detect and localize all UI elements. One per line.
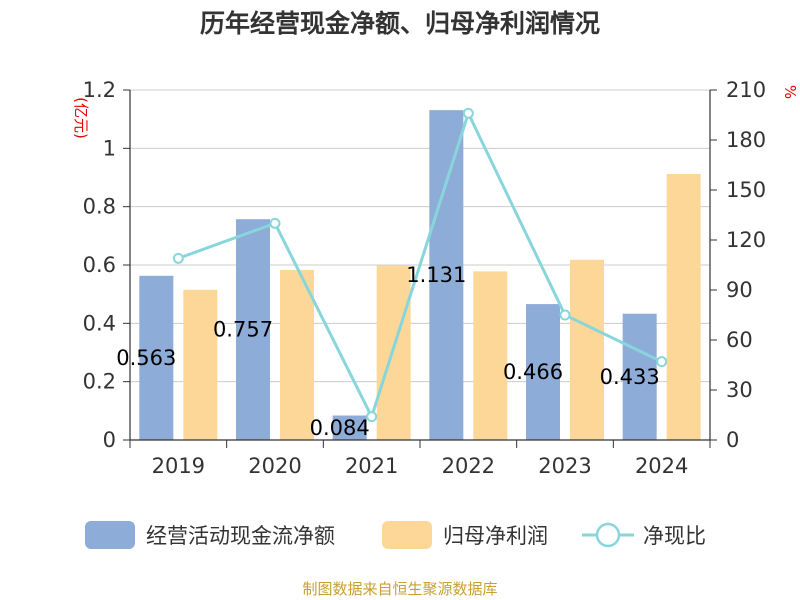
cash-flow-bar bbox=[429, 110, 464, 440]
right-axis-tick-label: 90 bbox=[726, 278, 753, 302]
right-axis-tick-label: 0 bbox=[726, 428, 739, 452]
ratio-point bbox=[366, 411, 378, 423]
ratio-point bbox=[269, 217, 281, 229]
ratio-point bbox=[656, 356, 668, 368]
x-axis-tick-label: 2019 bbox=[152, 454, 205, 478]
cash-flow-bar bbox=[526, 304, 560, 440]
legend-swatch-cash-flow bbox=[85, 521, 135, 549]
left-axis-unit: (亿元) bbox=[72, 97, 90, 139]
x-axis-tick-label: 2022 bbox=[442, 454, 495, 478]
ratio-point bbox=[172, 252, 184, 264]
left-axis-tick-label: 0.2 bbox=[83, 370, 116, 394]
legend-swatch-ratio-marker bbox=[595, 522, 621, 548]
right-axis-tick-label: 120 bbox=[726, 228, 766, 252]
ratio-line bbox=[172, 107, 668, 423]
cash-flow-bar bbox=[139, 275, 174, 440]
axes: 0 0.2 0.4 0.6 0.8 1 1.2 0 30 60 90 120 150 180 210 2019… bbox=[83, 78, 767, 478]
cash-flow-bar bbox=[236, 219, 270, 440]
legend: 经营活动现金流净额 归母净利润 净现比 bbox=[85, 521, 706, 549]
x-axis-tick-label: 2024 bbox=[635, 454, 688, 478]
x-axis-tick-label: 2023 bbox=[538, 454, 591, 478]
legend-swatch-net-profit bbox=[382, 521, 432, 549]
cash-flow-bar bbox=[332, 415, 367, 440]
right-axis-tick-label: 30 bbox=[726, 378, 753, 402]
left-axis-tick-label: 0.4 bbox=[83, 311, 116, 335]
net-profit-bar bbox=[183, 289, 218, 440]
x-axis-tick-label: 2021 bbox=[345, 454, 398, 478]
right-axis-tick-label: 60 bbox=[726, 328, 753, 352]
cash-flow-value-label: 0.563 bbox=[116, 346, 176, 370]
bars bbox=[139, 110, 701, 440]
cash-flow-value-label: 1.131 bbox=[406, 263, 466, 287]
right-axis-tick-label: 210 bbox=[726, 78, 766, 102]
cash-flow-value-label: 0.466 bbox=[503, 360, 563, 384]
source-note: 制图数据来自恒生聚源数据库 bbox=[302, 580, 497, 598]
cash-flow-bar bbox=[622, 313, 657, 440]
left-axis-tick-label: 0.6 bbox=[83, 253, 116, 277]
left-axis-tick-label: 0.8 bbox=[83, 195, 116, 219]
net-profit-bar bbox=[666, 174, 701, 440]
cash-flow-value-label: 0.433 bbox=[600, 365, 660, 389]
ratio-point bbox=[462, 107, 474, 119]
net-profit-bar bbox=[376, 265, 411, 440]
right-axis-tick-label: 180 bbox=[726, 128, 766, 152]
data-labels: 0.563 0.757 0.084 1.131 0.466 0.433 bbox=[116, 263, 659, 440]
cash-flow-value-label: 0.084 bbox=[310, 416, 370, 440]
cash-flow-value-label: 0.757 bbox=[213, 318, 273, 342]
ratio-point bbox=[559, 309, 571, 321]
right-axis-tick-label: 150 bbox=[726, 178, 766, 202]
left-axis-tick-label: 1.2 bbox=[83, 78, 116, 102]
legend-label-net-profit: 归母净利润 bbox=[443, 524, 548, 548]
chart-title: 历年经营现金净额、归母净利润情况 bbox=[200, 9, 600, 38]
left-axis-tick-label: 0 bbox=[103, 428, 116, 452]
net-profit-bar bbox=[570, 259, 604, 440]
right-axis-unit: % bbox=[781, 85, 799, 99]
net-profit-bar bbox=[473, 271, 508, 440]
ratio-line-path bbox=[177, 109, 663, 421]
left-axis-tick-label: 1 bbox=[103, 136, 116, 160]
legend-label-cash-flow: 经营活动现金流净额 bbox=[146, 524, 335, 548]
net-profit-bar bbox=[280, 269, 314, 440]
x-axis-tick-label: 2020 bbox=[248, 454, 301, 478]
legend-label-ratio: 净现比 bbox=[643, 524, 706, 548]
